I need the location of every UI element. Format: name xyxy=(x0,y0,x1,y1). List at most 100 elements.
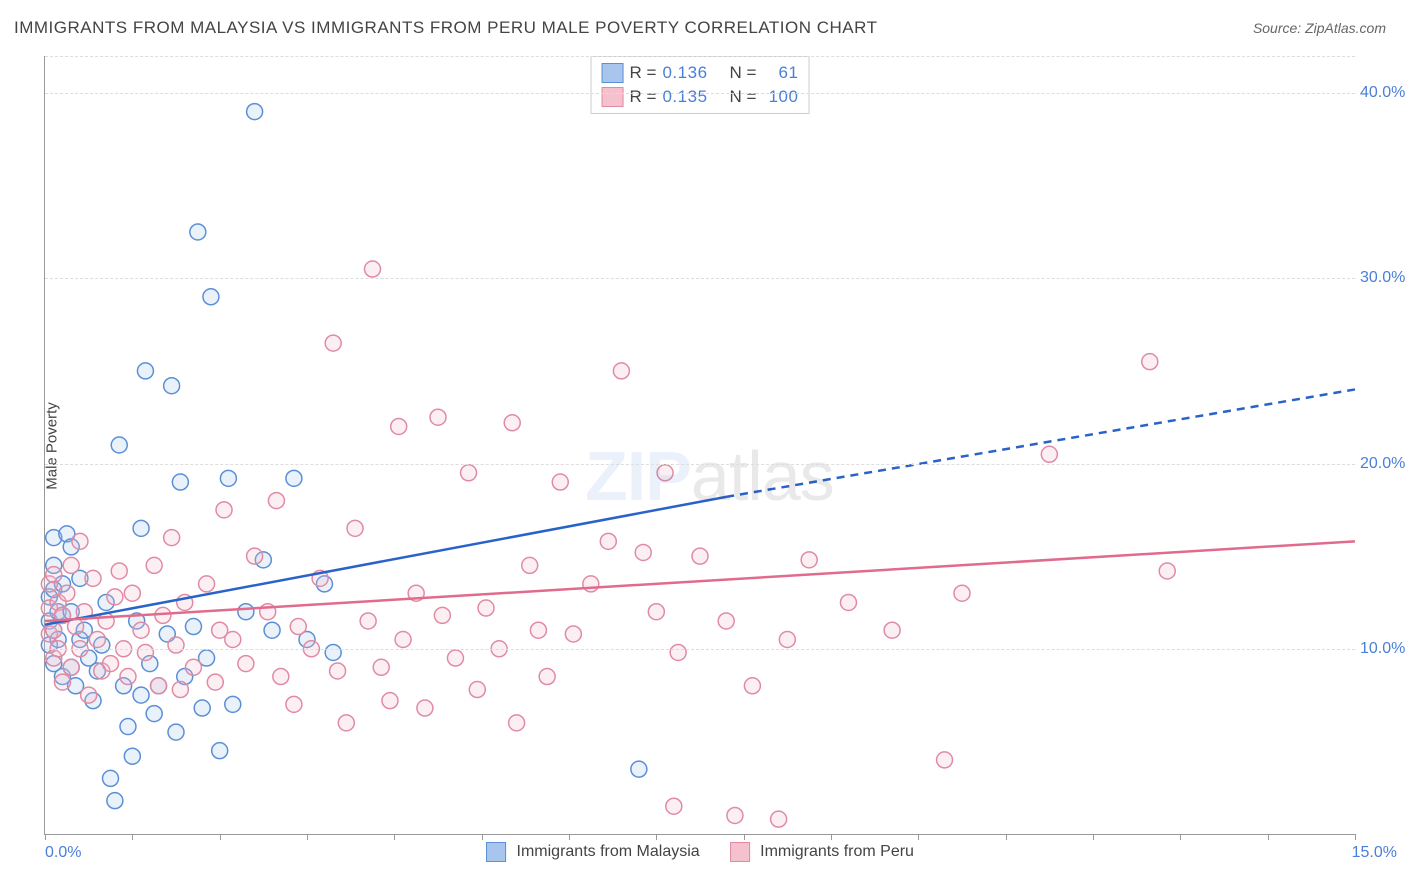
scatter-point-peru xyxy=(111,563,127,579)
gridline xyxy=(45,56,1355,57)
scatter-point-peru xyxy=(216,502,232,518)
x-tick xyxy=(394,834,395,840)
legend-item-malaysia: Immigrants from Malaysia xyxy=(486,842,700,862)
scatter-point-peru xyxy=(107,589,123,605)
scatter-point-peru xyxy=(72,533,88,549)
legend-row-malaysia: R = 0.136 N = 61 xyxy=(602,61,799,85)
scatter-point-malaysia xyxy=(164,378,180,394)
legend-swatch-malaysia xyxy=(602,63,624,83)
scatter-point-malaysia xyxy=(194,700,210,716)
scatter-point-peru xyxy=(692,548,708,564)
x-axis-min-label: 0.0% xyxy=(45,844,81,862)
scatter-point-peru xyxy=(583,576,599,592)
scatter-point-peru xyxy=(365,261,381,277)
scatter-point-peru xyxy=(840,594,856,610)
scatter-point-peru xyxy=(478,600,494,616)
scatter-point-peru xyxy=(330,663,346,679)
x-tick xyxy=(1180,834,1181,840)
x-axis-max-label: 15.0% xyxy=(1352,844,1397,862)
scatter-point-peru xyxy=(504,415,520,431)
scatter-point-peru xyxy=(103,656,119,672)
scatter-point-peru xyxy=(447,650,463,666)
r-value-peru: 0.135 xyxy=(662,85,707,109)
scatter-point-peru xyxy=(1142,354,1158,370)
scatter-point-peru xyxy=(648,604,664,620)
scatter-point-malaysia xyxy=(264,622,280,638)
n-value-malaysia: 61 xyxy=(762,61,798,85)
y-tick-label: 30.0% xyxy=(1360,269,1406,287)
scatter-point-peru xyxy=(1159,563,1175,579)
r-label: R = xyxy=(630,85,657,109)
source-credit: Source: ZipAtlas.com xyxy=(1253,20,1386,36)
x-tick xyxy=(307,834,308,840)
scatter-point-peru xyxy=(727,807,743,823)
x-tick xyxy=(1355,834,1356,840)
scatter-point-peru xyxy=(1041,446,1057,462)
scatter-point-peru xyxy=(522,557,538,573)
scatter-point-peru xyxy=(884,622,900,638)
y-tick-label: 40.0% xyxy=(1360,84,1406,102)
scatter-point-peru xyxy=(63,659,79,675)
scatter-point-peru xyxy=(347,520,363,536)
scatter-point-peru xyxy=(120,669,136,685)
scatter-point-peru xyxy=(199,576,215,592)
scatter-point-malaysia xyxy=(220,470,236,486)
gridline xyxy=(45,93,1355,94)
scatter-point-peru xyxy=(744,678,760,694)
scatter-point-peru xyxy=(469,682,485,698)
scatter-point-peru xyxy=(539,669,555,685)
scatter-point-peru xyxy=(954,585,970,601)
scatter-point-peru xyxy=(238,656,254,672)
scatter-point-malaysia xyxy=(133,687,149,703)
scatter-point-malaysia xyxy=(286,470,302,486)
x-tick xyxy=(482,834,483,840)
scatter-point-malaysia xyxy=(631,761,647,777)
scatter-point-peru xyxy=(657,465,673,481)
n-label: N = xyxy=(730,61,757,85)
scatter-point-peru xyxy=(373,659,389,675)
scatter-point-peru xyxy=(360,613,376,629)
scatter-point-malaysia xyxy=(172,474,188,490)
scatter-point-peru xyxy=(89,632,105,648)
scatter-point-peru xyxy=(133,622,149,638)
scatter-point-malaysia xyxy=(225,696,241,712)
scatter-point-peru xyxy=(666,798,682,814)
x-tick xyxy=(132,834,133,840)
scatter-point-peru xyxy=(417,700,433,716)
scatter-point-peru xyxy=(290,619,306,635)
scatter-point-malaysia xyxy=(238,604,254,620)
x-tick xyxy=(1006,834,1007,840)
scatter-point-peru xyxy=(779,632,795,648)
scatter-point-peru xyxy=(718,613,734,629)
scatter-point-malaysia xyxy=(146,706,162,722)
scatter-point-peru xyxy=(801,552,817,568)
scatter-point-peru xyxy=(185,659,201,675)
x-tick xyxy=(918,834,919,840)
scatter-point-peru xyxy=(151,678,167,694)
scatter-point-peru xyxy=(286,696,302,712)
legend-swatch-peru xyxy=(602,87,624,107)
legend-series-label-malaysia: Immigrants from Malaysia xyxy=(517,843,700,860)
scatter-point-malaysia xyxy=(124,748,140,764)
gridline xyxy=(45,278,1355,279)
x-tick xyxy=(831,834,832,840)
scatter-point-peru xyxy=(46,567,62,583)
scatter-point-peru xyxy=(155,607,171,623)
source-label: Source: xyxy=(1253,20,1305,36)
gridline xyxy=(45,649,1355,650)
scatter-point-peru xyxy=(164,530,180,546)
legend-series: Immigrants from Malaysia Immigrants from… xyxy=(486,842,914,862)
x-tick xyxy=(1093,834,1094,840)
scatter-point-peru xyxy=(395,632,411,648)
scatter-point-peru xyxy=(509,715,525,731)
trendline-dashed-malaysia xyxy=(726,389,1355,496)
scatter-point-peru xyxy=(137,644,153,660)
scatter-point-peru xyxy=(63,557,79,573)
scatter-point-peru xyxy=(85,570,101,586)
r-label: R = xyxy=(630,61,657,85)
scatter-point-peru xyxy=(247,548,263,564)
scatter-point-peru xyxy=(59,585,75,601)
n-value-peru: 100 xyxy=(762,85,798,109)
scatter-point-peru xyxy=(172,682,188,698)
scatter-point-peru xyxy=(81,687,97,703)
